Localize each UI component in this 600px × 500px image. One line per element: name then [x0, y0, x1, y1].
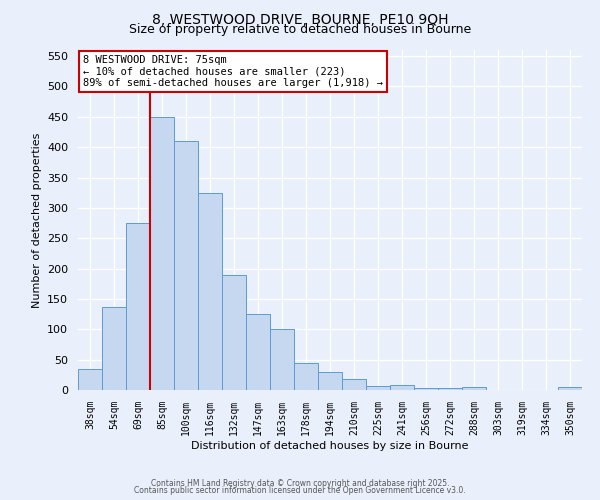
Y-axis label: Number of detached properties: Number of detached properties — [32, 132, 41, 308]
Bar — [174, 141, 198, 390]
Bar — [342, 379, 366, 390]
Bar — [366, 386, 390, 390]
Bar — [462, 387, 486, 390]
Bar — [102, 307, 126, 390]
Text: Contains HM Land Registry data © Crown copyright and database right 2025.: Contains HM Land Registry data © Crown c… — [151, 478, 449, 488]
Bar — [270, 330, 294, 390]
Bar — [414, 388, 438, 390]
Bar — [78, 369, 102, 390]
Text: 8 WESTWOOD DRIVE: 75sqm
← 10% of detached houses are smaller (223)
89% of semi-d: 8 WESTWOOD DRIVE: 75sqm ← 10% of detache… — [83, 55, 383, 88]
Bar — [246, 314, 270, 390]
Text: Contains public sector information licensed under the Open Government Licence v3: Contains public sector information licen… — [134, 486, 466, 495]
Text: Size of property relative to detached houses in Bourne: Size of property relative to detached ho… — [129, 22, 471, 36]
Bar — [390, 385, 414, 390]
X-axis label: Distribution of detached houses by size in Bourne: Distribution of detached houses by size … — [191, 440, 469, 450]
Bar — [318, 372, 342, 390]
Bar — [558, 387, 582, 390]
Bar — [126, 223, 150, 390]
Bar — [438, 388, 462, 390]
Text: 8, WESTWOOD DRIVE, BOURNE, PE10 9QH: 8, WESTWOOD DRIVE, BOURNE, PE10 9QH — [152, 12, 448, 26]
Bar — [222, 274, 246, 390]
Bar — [294, 362, 318, 390]
Bar — [198, 192, 222, 390]
Bar — [150, 117, 174, 390]
